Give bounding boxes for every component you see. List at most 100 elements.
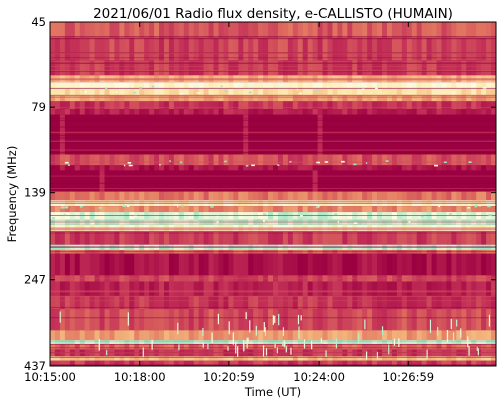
heatmap-cell (178, 22, 185, 38)
heatmap-cell (396, 22, 403, 38)
heatmap-cell (238, 330, 244, 340)
heatmap-cell (129, 22, 135, 38)
heatmap-cell (342, 82, 348, 89)
bright-speckle (317, 205, 320, 207)
heatmap-cell (421, 344, 428, 350)
heatmap-cell (367, 60, 373, 76)
heatmap-cell (471, 88, 477, 96)
heatmap-cell (159, 356, 165, 361)
heatmap-cell (456, 356, 462, 361)
heatmap-cell (228, 330, 234, 340)
heatmap-cell (411, 60, 418, 76)
heatmap-cell (213, 170, 219, 192)
heatmap-cell (248, 165, 254, 171)
heatmap-cell (431, 356, 437, 361)
heatmap-cell (396, 344, 403, 350)
heatmap-cell (352, 114, 358, 155)
heatmap-cell (317, 295, 323, 310)
heatmap-cell (54, 82, 61, 89)
heatmap-cell (124, 95, 130, 102)
heatmap-cell (134, 281, 140, 296)
heatmap-cell (54, 360, 61, 366)
heatmap-cell (287, 206, 294, 213)
heatmap-cell (382, 191, 388, 201)
heatmap-cell (441, 231, 447, 245)
heatmap-cell (396, 191, 403, 201)
heatmap-cell (312, 101, 318, 110)
heatmap-cell (451, 165, 457, 171)
heatmap-cell (50, 82, 56, 89)
heatmap-cell (218, 253, 224, 276)
heatmap-cell (144, 37, 150, 61)
heatmap-cell (347, 154, 353, 166)
heatmap-cell (94, 22, 100, 38)
heatmap-cell (144, 88, 150, 96)
heatmap-cell (218, 295, 224, 310)
heatmap-cell (282, 22, 289, 38)
heatmap-cell (446, 295, 452, 310)
heatmap-cell (94, 330, 100, 340)
heatmap-cell (382, 253, 388, 276)
heatmap-cell (114, 344, 120, 350)
striation-line (50, 134, 496, 137)
heatmap-cell (357, 170, 363, 192)
striation-line (50, 107, 496, 108)
heatmap-cell (302, 360, 309, 366)
heatmap-cell (69, 360, 76, 366)
heatmap-cell (213, 231, 219, 245)
heatmap-cell (208, 295, 214, 310)
heatmap-cell (431, 165, 437, 171)
heatmap-cell (456, 206, 462, 213)
heatmap-cell (282, 191, 289, 201)
heatmap-cell (273, 295, 279, 310)
bright-speckle (133, 215, 138, 218)
heatmap-cell (446, 109, 452, 115)
heatmap-cell (431, 295, 437, 310)
heatmap-cell (302, 281, 309, 296)
heatmap-cell (104, 95, 110, 102)
heatmap-cell (84, 95, 91, 102)
heatmap-cell (144, 191, 150, 201)
heatmap-cell (342, 295, 348, 310)
heatmap-cell (322, 339, 328, 345)
bright-speckle (324, 161, 329, 163)
heatmap-cell (109, 295, 115, 310)
heatmap-cell (441, 114, 447, 155)
heatmap-cell (416, 344, 423, 350)
heatmap-cell (292, 360, 299, 366)
y-tick-label: 247 (24, 273, 46, 287)
heatmap-cell (287, 154, 294, 166)
heatmap-cell (396, 109, 403, 115)
heatmap-cell (446, 22, 452, 38)
heatmap-cell (163, 101, 170, 110)
heatmap-cell (327, 330, 333, 340)
heatmap-cell (396, 356, 403, 361)
heatmap-cell (144, 60, 150, 76)
heatmap-cell (139, 330, 145, 340)
heatmap-cell (451, 191, 457, 201)
heatmap-cell (401, 330, 408, 340)
heatmap-cell (268, 170, 274, 192)
heatmap-cell (357, 191, 363, 201)
heatmap-cell (352, 191, 358, 201)
heatmap-cell (481, 109, 487, 115)
bright-speckle (82, 90, 84, 92)
heatmap-cell (401, 170, 408, 192)
heatmap-cell (486, 114, 492, 155)
heatmap-cell (277, 356, 284, 361)
heatmap-cell (327, 295, 333, 310)
heatmap-cell (94, 109, 100, 115)
heatmap-cell (168, 165, 175, 171)
heatmap-cell (471, 356, 477, 361)
heatmap-cell (263, 95, 269, 102)
heatmap-cell (446, 339, 452, 345)
heatmap-cell (362, 191, 368, 201)
heatmap-cell (372, 360, 378, 366)
heatmap-cell (481, 165, 487, 171)
heatmap-cell (481, 281, 487, 296)
heatmap-cell (431, 206, 437, 213)
heatmap-cell (476, 170, 482, 192)
heatmap-cell (362, 114, 368, 155)
bright-speckle (277, 164, 280, 166)
heatmap-cell (327, 165, 333, 171)
